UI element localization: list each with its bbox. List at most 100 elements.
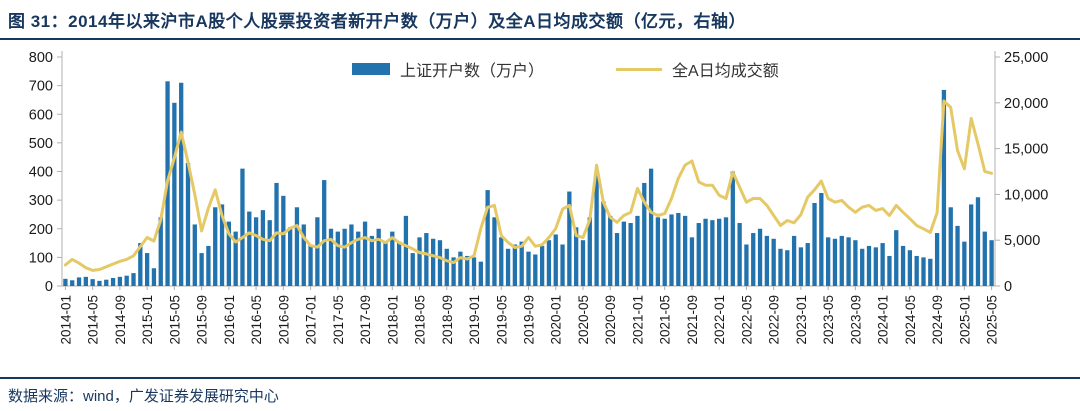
bar (669, 214, 674, 286)
bar (887, 255, 892, 286)
bar (594, 171, 599, 286)
bar (260, 210, 266, 286)
bar (240, 168, 245, 286)
x-axis-label: 2024-01 (876, 295, 891, 345)
bar (403, 215, 409, 286)
bar (689, 237, 695, 286)
bar (934, 233, 940, 286)
bar (642, 182, 647, 286)
x-axis-label: 2020-05 (576, 295, 591, 345)
bar (287, 227, 293, 286)
bar (853, 240, 858, 286)
bar (948, 207, 953, 286)
bar (526, 251, 531, 286)
bar (717, 218, 722, 286)
y-axis-label-left: 500 (29, 136, 53, 152)
x-axis-label: 2019-05 (494, 295, 509, 345)
bar (117, 276, 123, 286)
bar (499, 237, 504, 286)
legend-line-swatch (616, 67, 663, 71)
bar (444, 248, 449, 286)
bar (349, 224, 354, 286)
bar (206, 245, 211, 286)
bar (969, 204, 974, 286)
y-axis-label-left: 0 (45, 279, 53, 295)
x-axis-label: 2015-09 (195, 295, 210, 345)
y-axis-label-right: 15,000 (1004, 142, 1048, 158)
bar (138, 243, 143, 286)
y-axis-label-right: 20,000 (1004, 96, 1048, 112)
x-axis-label: 2019-09 (522, 295, 537, 345)
bar (757, 228, 763, 286)
bar (315, 217, 320, 286)
bar (76, 277, 82, 286)
bar (376, 228, 381, 286)
bar (362, 221, 368, 286)
bar (778, 248, 783, 286)
x-axis-label: 2023-09 (848, 295, 863, 345)
bar (846, 237, 851, 286)
bar (819, 192, 824, 286)
y-axis-label-left: 800 (29, 50, 53, 66)
x-axis-label: 2019-01 (467, 295, 482, 345)
y-axis-label-left: 100 (29, 250, 53, 266)
bar (301, 224, 306, 286)
bar (124, 275, 129, 286)
bar (104, 279, 109, 286)
bar (417, 237, 422, 286)
bar (798, 247, 804, 286)
bar (390, 231, 395, 286)
title-divider (0, 38, 1080, 40)
bar (226, 221, 232, 286)
x-axis-label: 2024-05 (903, 295, 918, 345)
x-axis-label: 2021-01 (630, 295, 645, 345)
x-axis-label: 2025-01 (957, 295, 972, 345)
bar (519, 241, 524, 286)
bar (737, 223, 742, 286)
data-source: 数据来源：wind，广发证券发展研究中心 (8, 388, 279, 405)
bar (144, 253, 150, 286)
x-axis-label: 2018-01 (385, 295, 400, 345)
bar (185, 162, 191, 286)
y-axis-label-right: 25,000 (1004, 50, 1048, 66)
bar (873, 247, 878, 286)
bar (866, 245, 872, 286)
bar (83, 276, 88, 286)
bar (791, 235, 797, 286)
bar (696, 223, 701, 286)
bar (485, 190, 490, 286)
bar (900, 245, 906, 286)
bar (982, 231, 987, 286)
legend-bar-swatch (352, 63, 390, 75)
bar (560, 244, 565, 286)
x-axis-label: 2017-05 (331, 295, 346, 345)
bar (233, 231, 238, 286)
y-axis-label-left: 700 (29, 79, 53, 95)
bar (941, 89, 947, 286)
bar (478, 261, 483, 286)
bar (621, 221, 626, 286)
bar (151, 268, 157, 286)
bar (710, 220, 715, 286)
bar (771, 238, 776, 286)
bar (90, 279, 95, 286)
x-axis-label: 2023-01 (794, 295, 809, 345)
footer-divider (0, 377, 1080, 379)
bar (396, 241, 402, 286)
bar (308, 244, 313, 286)
x-axis-label: 2025-05 (985, 295, 1000, 345)
bar (962, 241, 967, 286)
y-axis-label-right: 10,000 (1004, 187, 1048, 203)
bar (635, 215, 640, 286)
x-axis-label: 2015-05 (167, 295, 182, 345)
bar (539, 245, 545, 286)
bar (63, 278, 68, 286)
bar (608, 215, 613, 286)
bar (839, 235, 844, 286)
bar (921, 257, 926, 286)
x-axis-label: 2016-09 (276, 295, 291, 345)
bar (492, 217, 497, 286)
legend-line-label: 全A日均成交额 (672, 63, 779, 80)
bar (894, 230, 899, 286)
bar (928, 258, 933, 286)
